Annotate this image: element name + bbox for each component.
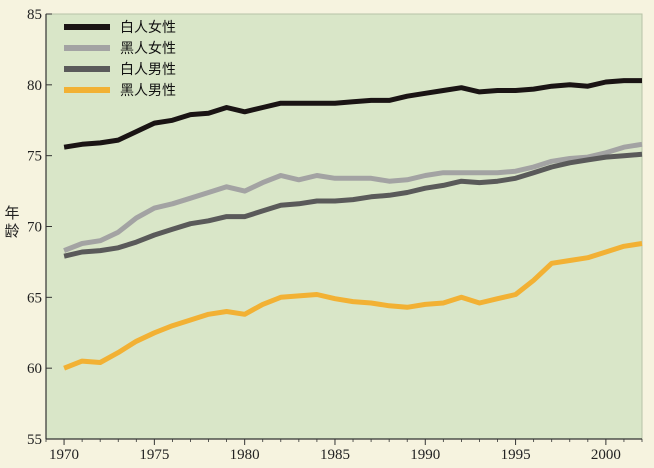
x-tick-label-1985: 1985: [320, 447, 350, 463]
axes: 55 60 65 70 75 80 85 1970 1975 1980 1985 1990 1995 20…: [27, 7, 643, 463]
x-tick-label-1975: 1975: [139, 447, 169, 463]
legend-label-3: 白人男性: [120, 62, 176, 78]
series-lines: [63, 78, 643, 371]
y-tick-label-85: 85: [27, 7, 42, 23]
x-tick-label-1990: 1990: [410, 447, 440, 463]
x-tick-label-1980: 1980: [230, 447, 260, 463]
legend-label-2: 黑人女性: [120, 40, 176, 57]
x-tick-label-1970: 1970: [49, 447, 79, 463]
series-line-1: [63, 78, 642, 150]
y-tick-label-70: 70: [27, 220, 42, 236]
series-line-4: [63, 241, 643, 371]
y-axis-label: 年龄: [4, 204, 19, 240]
series-line-2: [63, 141, 643, 253]
y-tick-label-60: 60: [27, 361, 42, 377]
series-line-3: [63, 151, 643, 259]
y-tick-label-55: 55: [27, 432, 42, 448]
legend-label-1: 白人女性: [120, 19, 176, 36]
y-tick-label-75: 75: [27, 149, 42, 165]
plot-background: [45, 13, 643, 440]
y-tick-label-80: 80: [27, 78, 42, 94]
x-tick-label-2000: 2000: [591, 447, 621, 463]
y-tick-label-65: 65: [27, 290, 42, 306]
legend-label-4: 黑人男性: [120, 83, 176, 99]
x-tick-label-1995: 1995: [501, 447, 531, 463]
